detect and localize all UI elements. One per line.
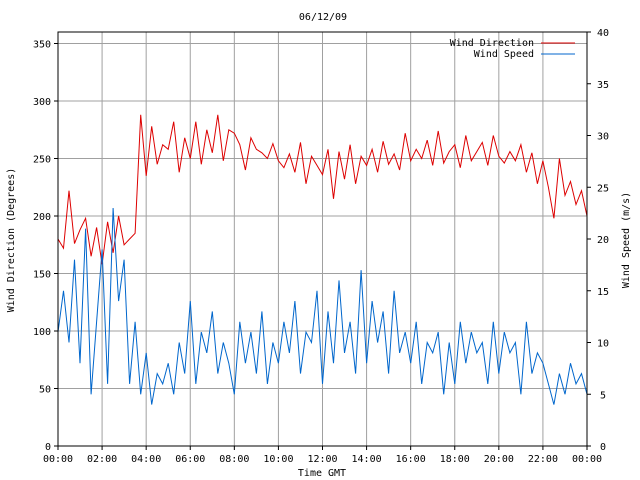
series-line-wind-direction	[57, 114, 588, 265]
left-tick-label: 0	[45, 442, 51, 453]
x-tick-label: 06:00	[175, 454, 205, 465]
x-tick-label: 00:00	[572, 454, 602, 465]
x-axis-label: Time GMT	[298, 468, 346, 479]
right-axis-label: Wind Speed (m/s)	[621, 192, 632, 288]
right-tick-label: 0	[600, 442, 606, 453]
left-tick-label: 200	[33, 212, 51, 223]
x-tick-label: 02:00	[87, 454, 117, 465]
right-tick-label: 25	[597, 183, 609, 194]
right-tick-label: 40	[597, 28, 609, 39]
chart-title: 06/12/09	[299, 12, 347, 23]
grid	[58, 32, 587, 446]
x-axis-ticks: 00:00 02:00 04:00 06:00 08:00 10:00 12:00 14:00…	[43, 446, 602, 465]
x-tick-label: 16:00	[396, 454, 426, 465]
left-tick-label: 150	[33, 270, 51, 281]
right-tick-label: 30	[597, 132, 609, 143]
left-tick-label: 300	[33, 97, 51, 108]
left-tick-label: 250	[33, 155, 51, 166]
right-tick-label: 35	[597, 80, 609, 91]
left-tick-label: 350	[33, 40, 51, 51]
series-line-wind-speed	[57, 207, 588, 405]
legend-label: Wind Direction	[450, 38, 534, 49]
left-tick-label: 100	[33, 327, 51, 338]
x-tick-label: 08:00	[219, 454, 249, 465]
x-tick-label: 22:00	[528, 454, 558, 465]
x-tick-label: 14:00	[352, 454, 382, 465]
right-tick-label: 5	[600, 390, 606, 401]
x-tick-label: 10:00	[263, 454, 293, 465]
x-tick-label: 04:00	[131, 454, 161, 465]
legend-label: Wind Speed	[474, 49, 534, 60]
right-tick-label: 20	[597, 235, 609, 246]
x-tick-label: 20:00	[484, 454, 514, 465]
x-tick-label: 12:00	[307, 454, 337, 465]
x-tick-label: 18:00	[440, 454, 470, 465]
x-tick-label: 00:00	[43, 454, 73, 465]
right-axis-ticks: 0 5 10 15 20 25 30 35 40	[587, 28, 609, 453]
left-tick-label: 50	[39, 385, 51, 396]
series-lines	[57, 114, 588, 405]
left-axis-ticks: 0 50 100 150 200 250 300 350	[33, 40, 58, 453]
left-axis-label: Wind Direction (Degrees)	[6, 168, 17, 313]
right-tick-label: 15	[597, 287, 609, 298]
right-tick-label: 10	[597, 339, 609, 350]
